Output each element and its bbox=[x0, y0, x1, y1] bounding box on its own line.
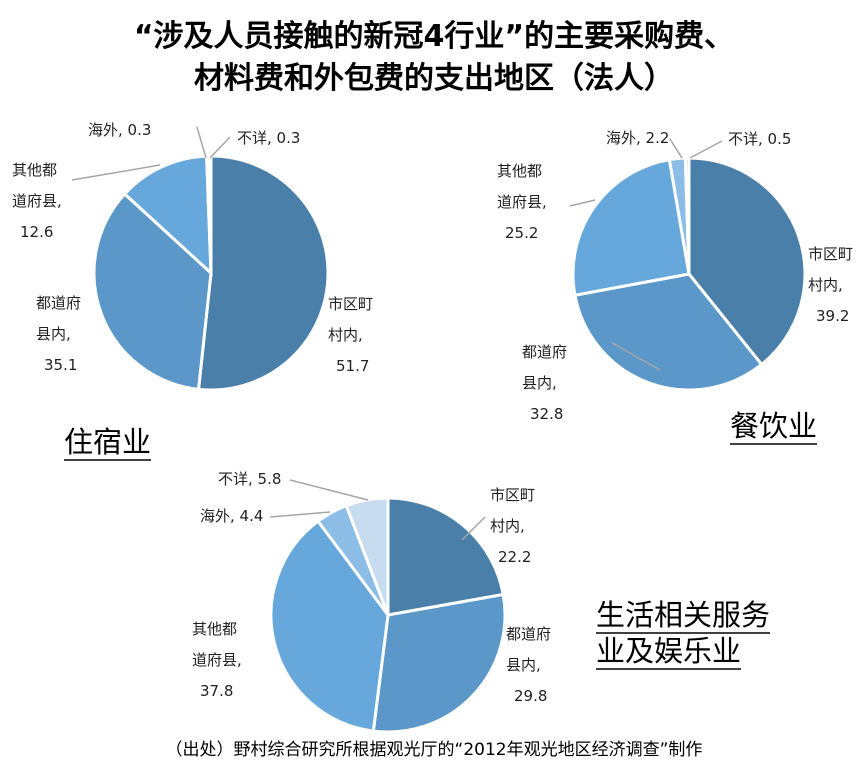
slice-label: 不详, 5.8 bbox=[218, 470, 281, 488]
pie-slice bbox=[371, 592, 507, 734]
slice-value: 39.2 bbox=[816, 307, 849, 325]
slice-label-line: 县内, bbox=[522, 374, 557, 392]
slice-value: 29.8 bbox=[514, 687, 547, 705]
pie-chart-3: 市区町村内, 22.2 都道府县内, 29.8 其他都道府县, 37.8 海外, 4.4 不详… bbox=[192, 470, 770, 734]
leader-line bbox=[269, 511, 331, 518]
slice-value: 22.2 bbox=[498, 548, 531, 566]
slice-label-line: 市区町 bbox=[328, 295, 373, 313]
industry-name: 生活相关服务 bbox=[596, 598, 770, 632]
source-note: （出处）野村综合研究所根据观光厅的“2012年观光地区经济调查”制作 bbox=[166, 740, 703, 760]
slice-label: 都道府县内, 35.1 bbox=[36, 294, 81, 374]
slice-value: 35.1 bbox=[44, 356, 77, 374]
slice-label: 不详, 0.5 bbox=[728, 130, 791, 148]
slice-label: 都道府县内, 32.8 bbox=[522, 343, 567, 423]
industry-name: 住宿业 bbox=[64, 425, 151, 459]
slice-label: 市区町村内, 51.7 bbox=[328, 295, 373, 375]
slice-label: 其他都道府县, 25.2 bbox=[497, 162, 547, 242]
leader-line bbox=[209, 136, 231, 159]
slice-label-line: 不详, 5.8 bbox=[218, 470, 281, 488]
leader-line bbox=[289, 479, 369, 501]
pie-slice bbox=[386, 496, 505, 617]
pie-slice bbox=[92, 191, 213, 391]
industry-name: 餐饮业 bbox=[730, 409, 817, 443]
slice-label-line: 县内, bbox=[36, 325, 71, 343]
pie-chart-1: 市区町村内, 51.7 都道府县内, 35.1 其他都道府县, 12.6 海外, 0.3 不详… bbox=[12, 121, 373, 461]
slice-label-line: 市区町 bbox=[490, 486, 535, 504]
slice-label-line: 道府县, bbox=[12, 192, 62, 210]
slice-label-line: 其他都 bbox=[12, 161, 57, 179]
leader-line bbox=[71, 164, 161, 181]
pie-slice bbox=[269, 519, 390, 733]
pie-slice bbox=[571, 157, 691, 297]
pie-slice bbox=[196, 154, 330, 392]
pie-slice bbox=[687, 156, 807, 367]
leader-line bbox=[569, 199, 596, 207]
slice-label: 海外, 4.4 bbox=[200, 507, 263, 525]
slice-label-line: 海外, 0.3 bbox=[88, 121, 151, 139]
leader-line bbox=[461, 516, 486, 541]
slice-label: 都道府县内, 29.8 bbox=[506, 625, 551, 705]
slice-label-line: 村内, bbox=[328, 326, 363, 344]
slice-label-line: 都道府 bbox=[506, 625, 551, 643]
slice-value: 51.7 bbox=[336, 357, 369, 375]
slice-label-line: 道府县, bbox=[497, 193, 547, 211]
slice-label-line: 村内, bbox=[808, 276, 843, 294]
slice-label: 其他都道府县, 37.8 bbox=[192, 620, 242, 700]
chart-title-line1: “涉及人员接触的新冠4行业”的主要采购费、 bbox=[134, 19, 734, 54]
slice-label: 海外, 0.3 bbox=[88, 121, 151, 139]
chart-title-line2: 材料费和外包费的支出地区（法人） bbox=[194, 61, 674, 96]
slice-value: 32.8 bbox=[530, 405, 563, 423]
slice-label-line: 不详, 0.3 bbox=[237, 129, 300, 147]
slice-value: 12.6 bbox=[20, 223, 53, 241]
pie-slice bbox=[573, 272, 764, 392]
leader-line bbox=[611, 342, 661, 371]
slice-label: 不详, 0.3 bbox=[237, 129, 300, 147]
slice-label-line: 海外, 4.4 bbox=[200, 507, 263, 525]
slice-label: 市区町村内, 22.2 bbox=[490, 486, 535, 566]
slice-label-line: 其他都 bbox=[192, 620, 237, 638]
slice-label: 海外, 2.2 bbox=[606, 129, 669, 147]
industry-name: 业及娱乐业 bbox=[596, 634, 741, 668]
leader-line bbox=[196, 126, 207, 159]
slice-label: 市区町村内, 39.2 bbox=[808, 245, 853, 325]
slice-label-line: 村内, bbox=[490, 517, 525, 535]
pie-slice bbox=[683, 156, 691, 275]
slice-value: 25.2 bbox=[505, 224, 538, 242]
slice-label: 其他都道府县, 12.6 bbox=[12, 161, 62, 241]
leader-line bbox=[669, 138, 683, 159]
slice-value: 37.8 bbox=[200, 682, 233, 700]
slice-label-line: 市区町 bbox=[808, 245, 853, 263]
slice-label-line: 都道府 bbox=[522, 343, 567, 361]
slice-label-line: 海外, 2.2 bbox=[606, 129, 669, 147]
slice-label-line: 不详, 0.5 bbox=[728, 130, 791, 148]
pie-slice bbox=[122, 154, 213, 277]
slice-label-line: 县内, bbox=[506, 656, 541, 674]
pie-chart-2: 市区町村内, 39.2 都道府县内, 32.8 其他都道府县, 25.2 海外, 2.2 不详… bbox=[497, 129, 853, 445]
slice-label-line: 其他都 bbox=[497, 162, 542, 180]
slice-label-line: 都道府 bbox=[36, 294, 81, 312]
slice-label-line: 道府县, bbox=[192, 651, 242, 669]
leader-line bbox=[689, 140, 723, 159]
